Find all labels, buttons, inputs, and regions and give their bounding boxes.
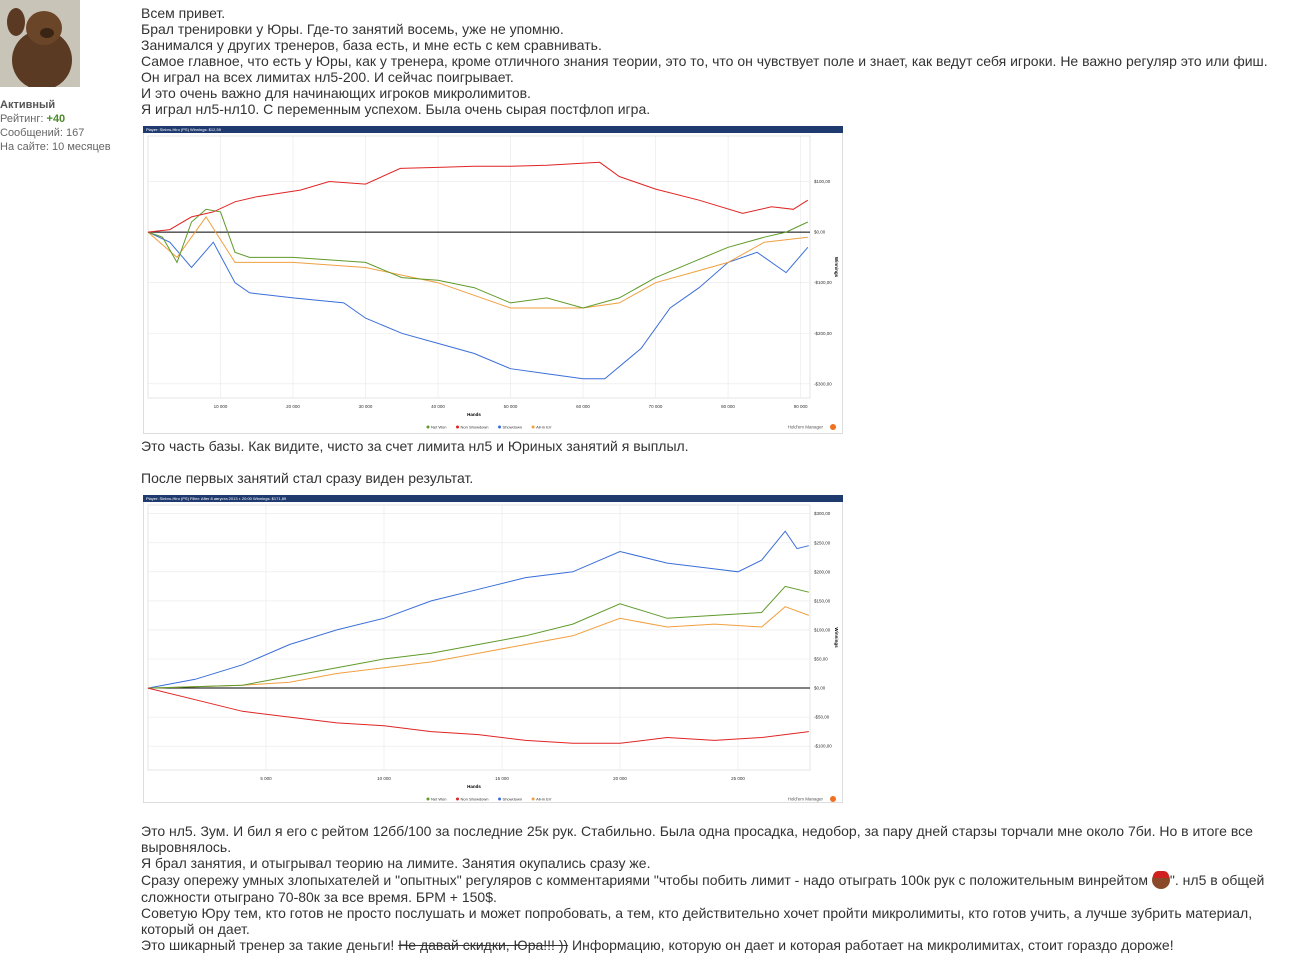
x-axis-label: Hands: [467, 412, 481, 417]
data-line: [147, 530, 809, 689]
data-line: [147, 216, 808, 309]
avatar: [0, 0, 80, 87]
x-tick-label: 40 000: [431, 404, 445, 409]
legend-swatch: [531, 797, 535, 801]
y-tick-label: $0,00: [814, 686, 826, 691]
data-line: [147, 585, 809, 689]
x-tick-label: 25 000: [731, 776, 745, 781]
post-line: Занимался у других тренеров, база есть, …: [141, 37, 602, 53]
post-line: Советую Юру тем, кто готов не просто пос…: [141, 905, 1253, 937]
user-status: Активный: [0, 99, 56, 111]
text: ". нл5 в общей сложности отыграно 70-80к…: [141, 872, 1265, 905]
x-tick-label: 10 000: [377, 776, 391, 781]
post-line: Я играл нл5-нл10. С переменным успехом. …: [141, 101, 651, 117]
brand-logo: Hold'em Manager: [788, 797, 824, 802]
legend-label: All-in EV: [536, 425, 552, 430]
legend-label: Non Showdown: [461, 425, 489, 430]
chart-title: Player: Sinbro-Hiro (PS) Winnings: $12,5…: [146, 127, 222, 132]
y-tick-label: -$100,00: [814, 744, 832, 749]
x-tick-label: 5 000: [260, 776, 272, 781]
data-line: [147, 606, 809, 689]
y-tick-label: $200,00: [814, 569, 831, 574]
x-tick-label: 50 000: [504, 404, 518, 409]
user-posts: Сообщений: 167: [0, 127, 85, 139]
brand-logo: Hold'em Manager: [788, 425, 824, 430]
post-line: Это часть базы. Как видите, чисто за сче…: [141, 438, 689, 454]
y-tick-label: $150,00: [814, 598, 831, 603]
post-line: Всем привет.: [141, 5, 226, 21]
post-middle: Это часть базы. Как видите, чисто за сче…: [141, 438, 1281, 486]
legend-swatch: [498, 797, 502, 801]
strike-text: Не давай скидки, Юра!!! )): [398, 937, 569, 953]
rating-label: Рейтинг:: [0, 113, 44, 125]
post-line: И это очень важно для начинающих игроков…: [141, 85, 531, 101]
post-closing: Это нл5. Зум. И бил я его с рейтом 12бб/…: [141, 823, 1276, 953]
post-line: Это нл5. Зум. И бил я его с рейтом 12бб/…: [141, 823, 1253, 855]
x-tick-label: 90 000: [794, 404, 808, 409]
y-tick-label: -$100,00: [814, 280, 832, 285]
legend-swatch: [531, 425, 535, 429]
data-line: [147, 161, 809, 233]
user-online: На сайте: 10 месяцев: [0, 141, 111, 153]
x-tick-label: 30 000: [359, 404, 373, 409]
x-tick-label: 10 000: [214, 404, 228, 409]
user-info: Активный Рейтинг: +40 Сообщений: 167 На …: [0, 98, 111, 154]
y-axis-label: Winnings: [834, 257, 839, 278]
text: Это шикарный тренер за такие деньги!: [141, 937, 399, 953]
x-tick-label: 20 000: [286, 404, 300, 409]
x-tick-label: 60 000: [576, 404, 590, 409]
y-tick-label: $0,00: [814, 230, 826, 235]
chart-header: [143, 126, 843, 133]
rating-value: +40: [46, 113, 66, 125]
legend-swatch: [426, 797, 430, 801]
data-line: [147, 231, 809, 380]
y-tick-label: $100,00: [814, 627, 831, 632]
x-axis-label: Hands: [467, 784, 481, 789]
y-axis-label: Winnings: [834, 627, 839, 648]
y-tick-label: $300,00: [814, 511, 831, 516]
post-line: Это шикарный тренер за такие деньги! Не …: [141, 937, 1276, 953]
data-line: [147, 208, 809, 309]
y-tick-label: -$50,00: [814, 715, 830, 720]
post-line: После первых занятий стал сразу виден ре…: [141, 470, 474, 486]
plot-area: [147, 504, 811, 771]
chart-header: [143, 495, 843, 502]
smiley-icon: [1151, 871, 1170, 889]
x-tick-label: 70 000: [649, 404, 663, 409]
y-tick-label: $100,00: [814, 179, 831, 184]
y-tick-label: $50,00: [814, 657, 828, 662]
x-tick-label: 15 000: [495, 776, 509, 781]
legend-label: Net Won: [431, 425, 447, 430]
brand-icon: [830, 424, 836, 430]
post-line: Сразу опережу умных злопыхателей и "опыт…: [141, 871, 1276, 905]
legend-swatch: [498, 425, 502, 429]
y-tick-label: $250,00: [814, 540, 831, 545]
y-tick-label: -$200,00: [814, 331, 832, 336]
plot-area: [147, 135, 811, 399]
x-tick-label: 80 000: [721, 404, 735, 409]
x-tick-label: 20 000: [613, 776, 627, 781]
text: Информацию, которую он дает и которая ра…: [568, 937, 1174, 953]
legend-label: Showdown: [503, 797, 523, 802]
legend-swatch: [456, 425, 459, 429]
post-line: Брал тренировки у Юры. Где-то занятий во…: [141, 21, 564, 37]
legend-label: Net Won: [431, 797, 447, 802]
legend-swatch: [426, 425, 430, 429]
user-rating: Рейтинг: +40: [0, 112, 111, 126]
brand-icon: [830, 796, 836, 802]
legend-label: Non Showdown: [461, 797, 489, 802]
post-intro: Всем привет. Брал тренировки у Юры. Где-…: [141, 5, 1281, 117]
legend-label: Showdown: [503, 425, 523, 430]
post-line: Самое главное, что есть у Юры, как у тре…: [141, 53, 1268, 85]
y-tick-label: -$300,00: [814, 381, 832, 386]
data-line: [147, 687, 809, 744]
chart-title: Player: Sinbro-Hiro (PS) Filter: After 8…: [146, 496, 287, 501]
text: Сразу опережу умных злопыхателей и "опыт…: [141, 872, 1152, 888]
chart-image: Player: Sinbro-Hiro (PS) Filter: After 8…: [143, 495, 843, 803]
legend-label: All-in EV: [536, 797, 552, 802]
post-line: Я брал занятия, и отыгрывал теорию на ли…: [141, 855, 651, 871]
chart-image: Player: Sinbro-Hiro (PS) Winnings: $12,5…: [143, 126, 843, 434]
legend-swatch: [456, 797, 459, 801]
